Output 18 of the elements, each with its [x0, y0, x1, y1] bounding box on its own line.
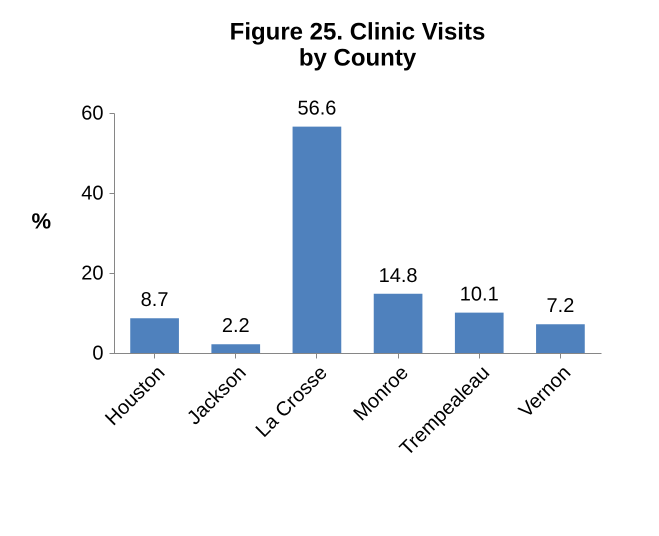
bar [454, 312, 504, 353]
bar [536, 324, 585, 353]
data-label: 2.2 [222, 315, 250, 338]
bar [374, 294, 422, 353]
data-label: 10.1 [460, 284, 499, 306]
data-label: 8.7 [140, 289, 168, 312]
y-tick-label: 0 [92, 342, 104, 364]
y-tick-label: 20 [81, 262, 104, 284]
bar [130, 318, 179, 353]
y-tick-label: 60 [81, 102, 104, 124]
data-label: 14.8 [378, 264, 418, 287]
data-label: 56.6 [297, 98, 336, 120]
bar [292, 126, 342, 353]
chart-title: Figure 25. Clinic Visits by County [230, 18, 486, 72]
bar [211, 344, 260, 353]
y-tick-label: 40 [81, 182, 104, 204]
y-axis-title: % [31, 208, 52, 234]
data-label: 7.2 [546, 295, 574, 318]
